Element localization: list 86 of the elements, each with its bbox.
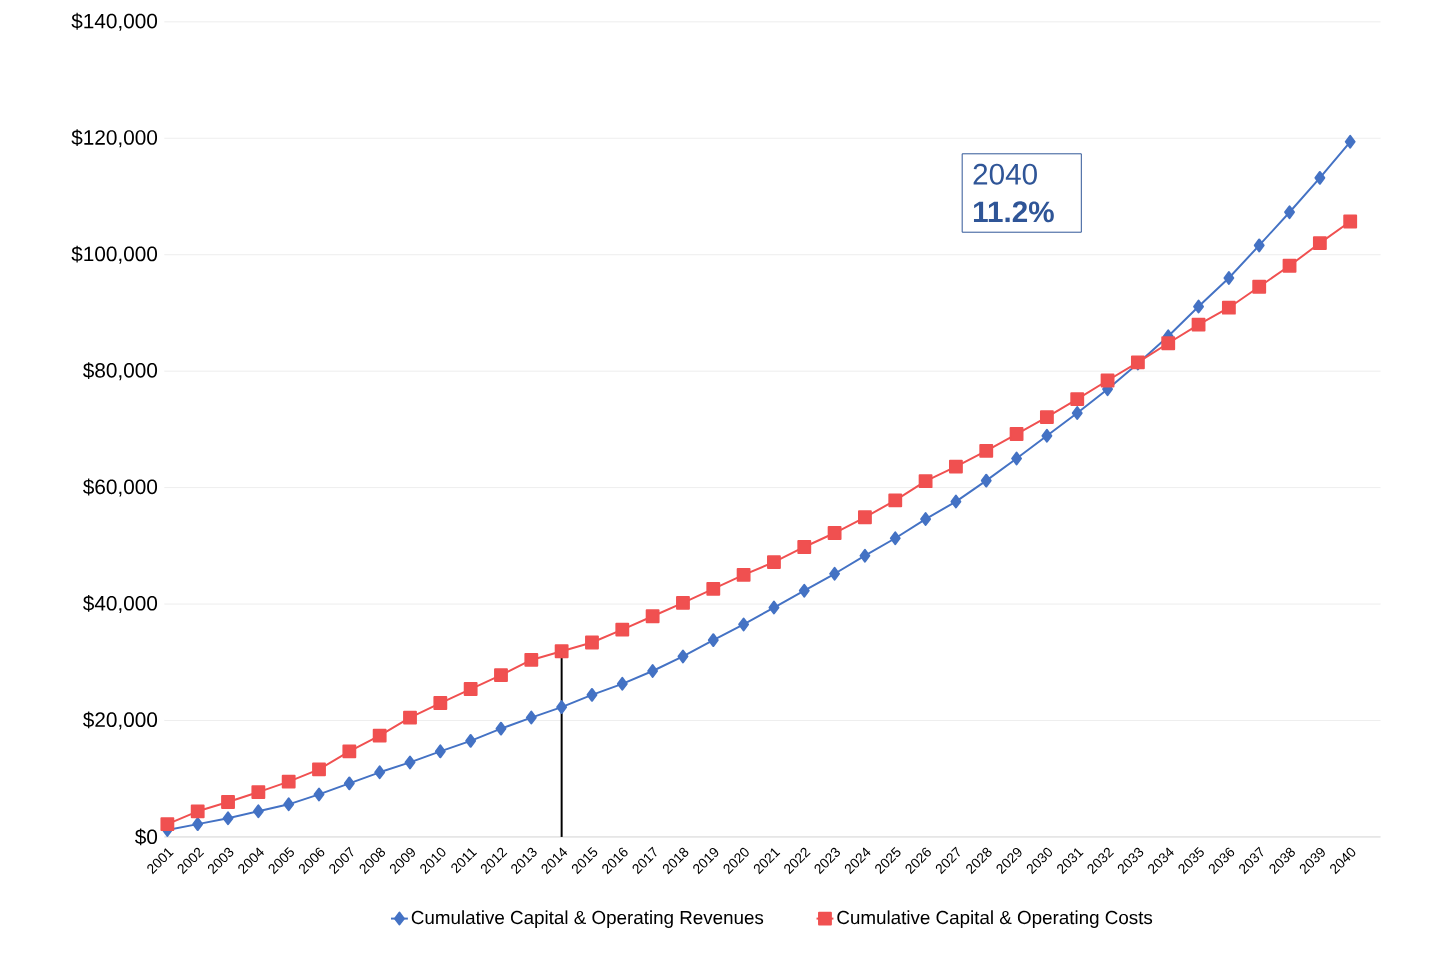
point [281, 774, 296, 789]
point [858, 510, 872, 525]
point [312, 762, 326, 777]
point [1070, 392, 1085, 407]
point [918, 474, 933, 489]
point [647, 664, 659, 678]
y-tick-label: $20,000 [83, 711, 158, 730]
point [221, 795, 235, 809]
y-tick-label: $120,000 [71, 129, 158, 148]
point [372, 728, 387, 743]
y-tick-label: $100,000 [71, 245, 158, 264]
point [645, 609, 660, 624]
point [677, 649, 689, 664]
point [1161, 336, 1176, 351]
legend-label: Cumulative Capital & Operating Costs [837, 910, 1153, 928]
legend-label: Cumulative Capital & Operating Revenues [411, 910, 764, 928]
point [556, 700, 568, 715]
point [920, 512, 932, 526]
point [343, 776, 355, 791]
point [1223, 271, 1235, 285]
point [495, 721, 507, 736]
point [251, 785, 266, 800]
point [283, 797, 295, 812]
point [1039, 410, 1054, 425]
point [160, 817, 175, 832]
point [1314, 170, 1326, 185]
point [374, 765, 386, 780]
point [252, 804, 264, 819]
point [1191, 317, 1206, 332]
y-tick-label: $80,000 [83, 362, 158, 381]
point [706, 581, 721, 596]
point [949, 459, 963, 474]
point [1284, 205, 1295, 220]
point [829, 566, 841, 581]
point [1041, 428, 1053, 443]
point [859, 548, 871, 563]
point [615, 622, 630, 637]
point [797, 540, 812, 554]
point [736, 567, 751, 582]
point [434, 744, 446, 759]
point [798, 583, 810, 598]
point [979, 443, 994, 458]
point [1221, 300, 1236, 315]
point [889, 531, 901, 546]
y-tick-label: $40,000 [83, 595, 158, 614]
point [767, 555, 781, 570]
point [524, 653, 539, 667]
point [1343, 214, 1358, 229]
point [494, 668, 508, 682]
point [525, 710, 537, 725]
point [888, 493, 903, 508]
point [768, 600, 780, 615]
point [1071, 406, 1083, 420]
point [586, 687, 598, 702]
point [1193, 299, 1204, 314]
point [1282, 258, 1297, 273]
point [980, 473, 992, 488]
point [1252, 279, 1267, 294]
point [827, 526, 842, 540]
y-tick-label: $0 [134, 828, 158, 846]
point [465, 733, 477, 748]
point [1344, 134, 1356, 149]
y-tick-label: $60,000 [83, 478, 158, 497]
point [342, 744, 357, 759]
point [463, 682, 478, 696]
point [950, 494, 962, 509]
point [707, 633, 719, 648]
point [616, 676, 628, 691]
point [1253, 238, 1265, 253]
point [192, 817, 204, 832]
point [585, 635, 599, 650]
point [404, 755, 416, 770]
point [1312, 236, 1327, 250]
point [1009, 427, 1024, 441]
point [190, 804, 205, 819]
point [1100, 373, 1115, 388]
point [1011, 451, 1023, 466]
point [554, 644, 569, 659]
point [313, 787, 325, 802]
point [433, 696, 448, 710]
point [403, 710, 417, 725]
annotation: 2040 11.2% [973, 163, 1054, 223]
y-tick-label: $140,000 [71, 12, 158, 31]
point [676, 595, 690, 610]
point [222, 811, 234, 826]
point [738, 617, 750, 632]
